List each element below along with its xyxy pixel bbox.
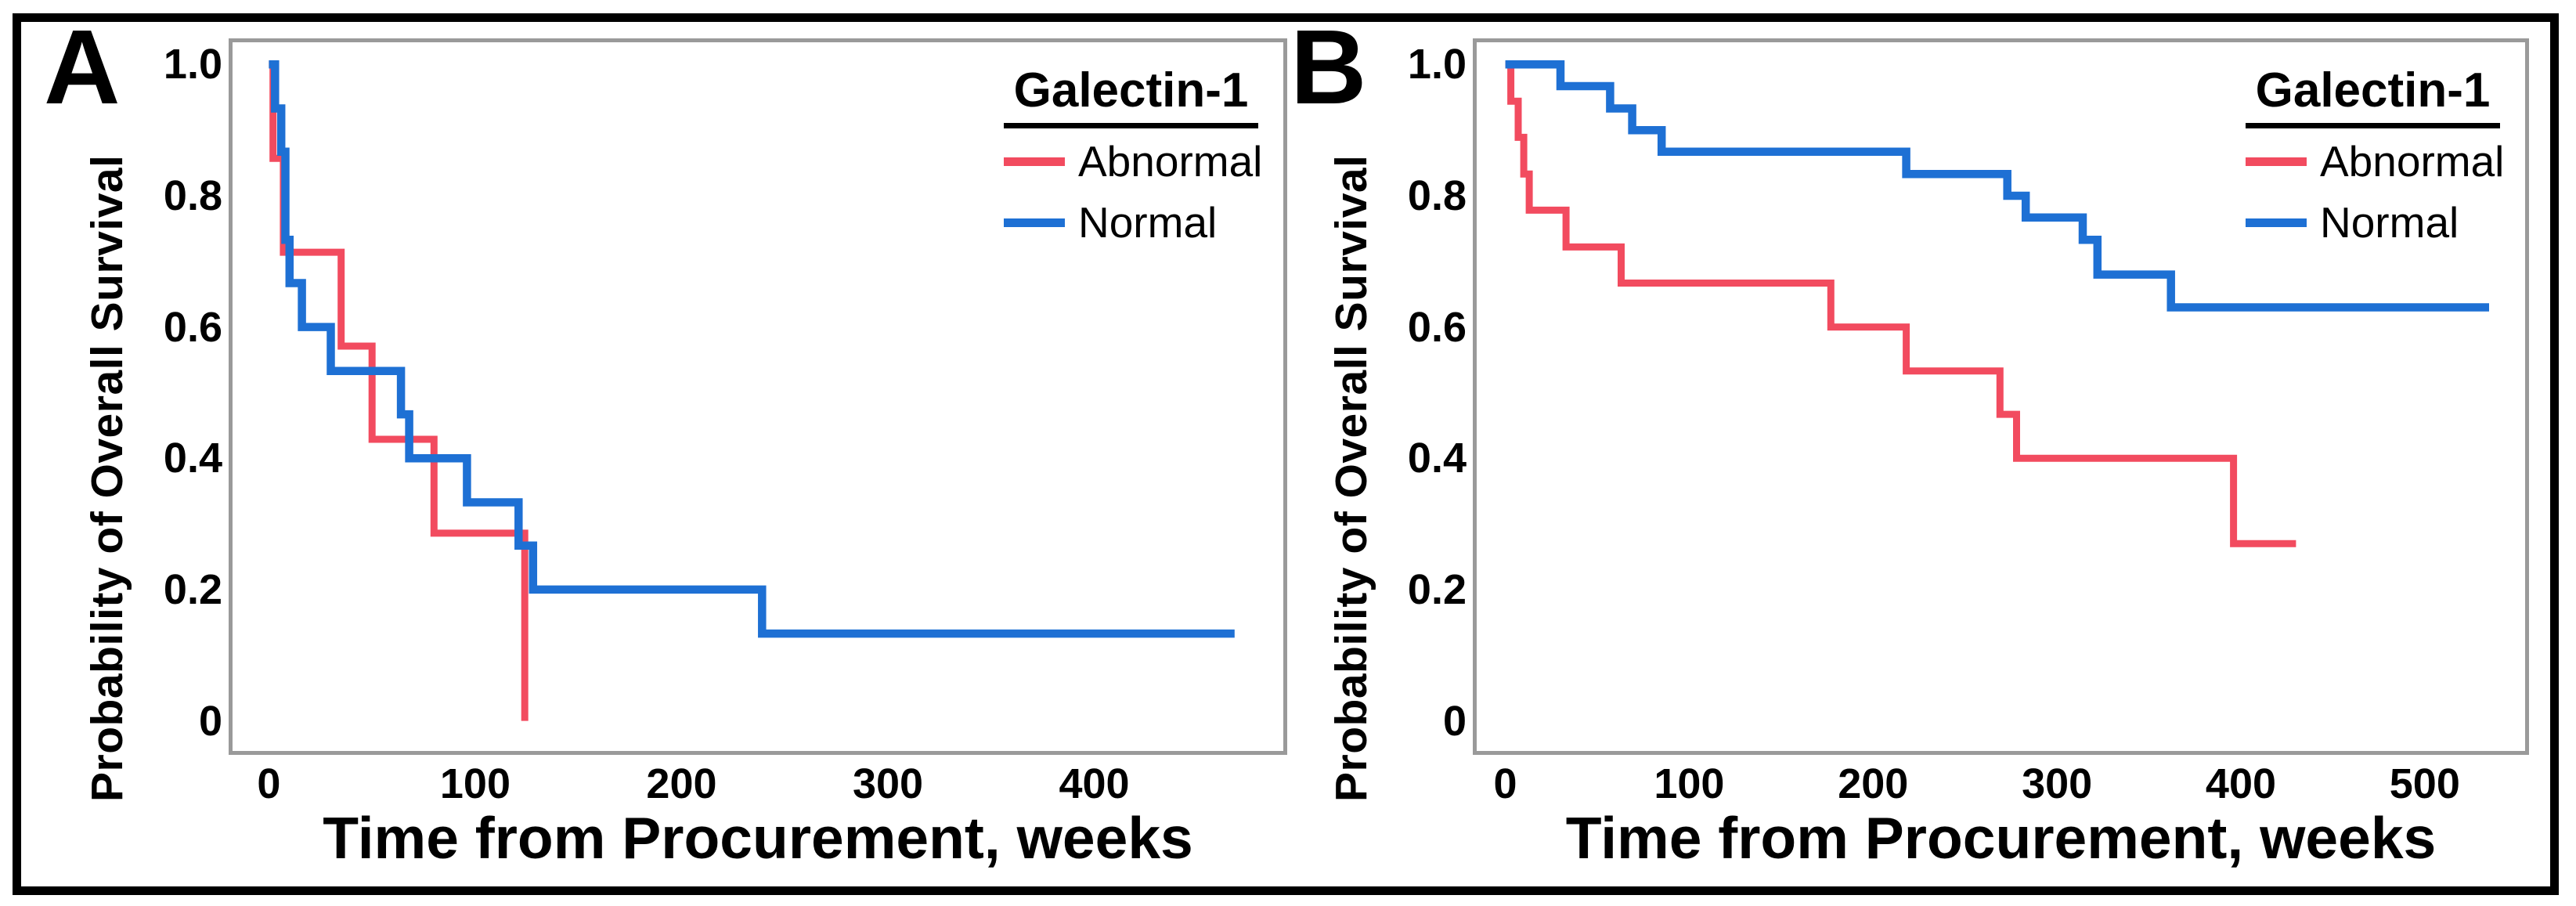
x-tick-label: 0 — [1493, 760, 1517, 807]
x-tick-label: 300 — [2022, 760, 2093, 807]
legend-item-label: Abnormal — [2320, 136, 2505, 186]
y-tick-label: 0 — [198, 697, 222, 745]
x-axis-title: Time from Procurement, weeks — [1565, 805, 2437, 871]
x-tick-label: 100 — [1654, 760, 1725, 807]
legend: Galectin-1 Abnormal Normal — [1004, 63, 1262, 244]
y-tick-label: 0.4 — [1407, 435, 1467, 482]
legend-item-normal: Normal — [1004, 200, 1258, 244]
abnormal-line-swatch — [2246, 157, 2307, 166]
y-tick-label: 0.2 — [1407, 565, 1467, 613]
y-tick-label: 1.0 — [163, 41, 222, 88]
plot-area — [1473, 38, 2529, 755]
legend-item-label: Normal — [1078, 197, 1218, 247]
legend-item-abnormal: Abnormal — [1004, 139, 1262, 183]
y-tick-label: 0.6 — [1407, 303, 1467, 351]
legend-item-normal: Normal — [2246, 200, 2500, 244]
legend-item-abnormal: Abnormal — [2246, 139, 2504, 183]
y-tick-label: 0.2 — [163, 565, 222, 613]
legend-item-label: Abnormal — [1078, 136, 1263, 186]
legend-title: Galectin-1 — [1013, 63, 1249, 117]
legend: Galectin-1 Abnormal Normal — [2246, 63, 2504, 244]
plot-area — [229, 38, 1287, 755]
x-tick-label: 400 — [1059, 760, 1130, 807]
panel-b-label: B — [1290, 8, 1367, 126]
x-tick-label: 200 — [646, 760, 717, 807]
y-tick-label: 1.0 — [1407, 41, 1467, 88]
legend-title: Galectin-1 — [2255, 63, 2491, 117]
y-tick-label: 0.4 — [163, 435, 222, 482]
y-tick-label: 0 — [1442, 697, 1467, 745]
abnormal-line-swatch — [1004, 157, 1065, 166]
legend-underline — [2246, 123, 2500, 128]
y-tick-label: 0.6 — [163, 303, 222, 351]
x-tick-label: 200 — [1838, 760, 1909, 807]
legend-item-label: Normal — [2320, 197, 2459, 247]
x-axis-title: Time from Procurement, weeks — [323, 805, 1193, 871]
x-tick-label: 100 — [439, 760, 511, 807]
x-tick-label: 300 — [852, 760, 924, 807]
normal-line-swatch — [1004, 218, 1065, 227]
normal-line-swatch — [2246, 218, 2307, 227]
x-tick-label: 0 — [257, 760, 281, 807]
legend-underline — [1004, 123, 1258, 128]
x-tick-label: 500 — [2389, 760, 2460, 807]
x-tick-label: 400 — [2205, 760, 2277, 807]
y-tick-label: 0.8 — [163, 171, 222, 219]
panel-a-label: A — [44, 8, 121, 126]
y-tick-label: 0.8 — [1407, 171, 1467, 219]
